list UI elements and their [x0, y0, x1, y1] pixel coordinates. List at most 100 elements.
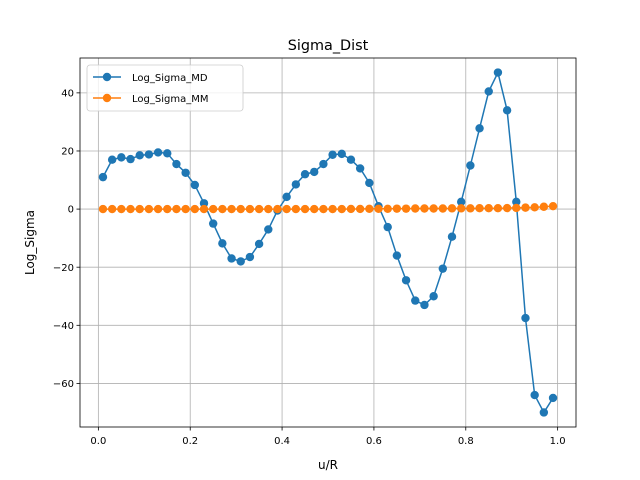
x-axis-label: u/R [318, 458, 338, 472]
data-point [126, 204, 135, 214]
data-point [218, 239, 227, 248]
data-point [153, 148, 163, 157]
data-point [493, 68, 503, 77]
data-point [227, 204, 236, 214]
data-point [117, 204, 126, 214]
data-point [401, 204, 411, 213]
data-point [153, 204, 163, 214]
legend: Log_Sigma_MD Log_Sigma_MM [86, 64, 244, 112]
data-point [310, 204, 319, 214]
data-point [392, 251, 402, 260]
data-point [172, 159, 181, 169]
series-Log_Sigma_MM [98, 201, 558, 214]
series-layer [98, 68, 558, 417]
data-point [98, 172, 108, 182]
data-point [411, 204, 420, 213]
data-point [512, 197, 521, 207]
data-point [319, 159, 328, 169]
ticks: 0.0 0.2 0.4 0.6 0.8 1.0 −60 −40 −20 0 20 40 [53, 88, 566, 447]
x-tick-label: 0.4 [274, 436, 290, 447]
data-point [264, 225, 273, 234]
data-point [208, 204, 218, 214]
data-point [236, 257, 245, 266]
data-point [190, 204, 200, 214]
data-point [411, 296, 420, 305]
data-point [383, 204, 392, 213]
data-point [548, 201, 558, 211]
data-point [328, 150, 337, 159]
data-point [291, 180, 301, 189]
data-point [374, 204, 383, 213]
data-point [163, 204, 172, 214]
data-point [346, 155, 356, 164]
data-point [420, 204, 429, 213]
data-point [199, 199, 209, 208]
data-point [521, 313, 530, 323]
legend-box [86, 64, 244, 112]
data-point [484, 204, 493, 213]
data-point [98, 204, 108, 214]
data-point [163, 149, 172, 158]
data-point [126, 154, 135, 164]
data-point [447, 232, 457, 241]
data-point [438, 264, 448, 273]
data-point [456, 204, 466, 213]
data-point [282, 192, 291, 202]
data-point [429, 292, 438, 301]
data-point [107, 204, 117, 214]
y-tick-label: −20 [53, 263, 74, 274]
legend-marker [102, 72, 112, 82]
data-point [355, 164, 365, 173]
data-point [172, 204, 181, 214]
data-point [328, 204, 337, 214]
legend-marker [102, 93, 112, 103]
data-point [429, 204, 438, 213]
data-point [208, 219, 218, 228]
data-point [475, 124, 484, 133]
y-tick-label: 20 [61, 147, 74, 158]
data-point [236, 204, 245, 214]
data-point [245, 252, 255, 262]
data-point [447, 204, 457, 213]
data-point [135, 151, 144, 160]
data-point [530, 390, 539, 400]
data-point [337, 204, 346, 214]
x-tick-label: 0.6 [366, 436, 382, 447]
data-point [383, 222, 392, 232]
chart-title: Sigma_Dist [288, 38, 369, 54]
y-tick-label: 0 [68, 205, 74, 216]
data-point [420, 300, 429, 310]
data-point [530, 203, 539, 212]
axes-frame [79, 57, 577, 428]
data-point [502, 106, 512, 115]
y-tick-label: 40 [61, 88, 74, 99]
data-point [310, 167, 319, 177]
data-point [190, 180, 200, 190]
legend-label: Log_Sigma_MM [132, 94, 208, 105]
data-point [456, 197, 466, 207]
data-point [539, 408, 549, 417]
data-point [346, 204, 356, 214]
x-tick-label: 0.2 [182, 436, 198, 447]
data-point [438, 204, 448, 213]
y-axis-label: Log_Sigma [23, 210, 37, 275]
data-point [365, 178, 374, 188]
data-point [273, 204, 282, 214]
data-point [319, 204, 328, 214]
data-point [484, 87, 493, 96]
data-point [548, 393, 558, 403]
data-point [117, 153, 126, 162]
x-tick-label: 0.8 [458, 436, 474, 447]
data-point [521, 203, 530, 212]
data-point [245, 204, 255, 214]
y-tick-label: −40 [53, 321, 74, 332]
data-point [264, 204, 273, 214]
series-Log_Sigma_MD [98, 68, 558, 417]
data-point [181, 204, 190, 214]
data-point [254, 204, 264, 214]
data-point [282, 204, 291, 214]
data-point [218, 204, 227, 214]
data-point [337, 149, 346, 159]
data-point [144, 204, 154, 214]
